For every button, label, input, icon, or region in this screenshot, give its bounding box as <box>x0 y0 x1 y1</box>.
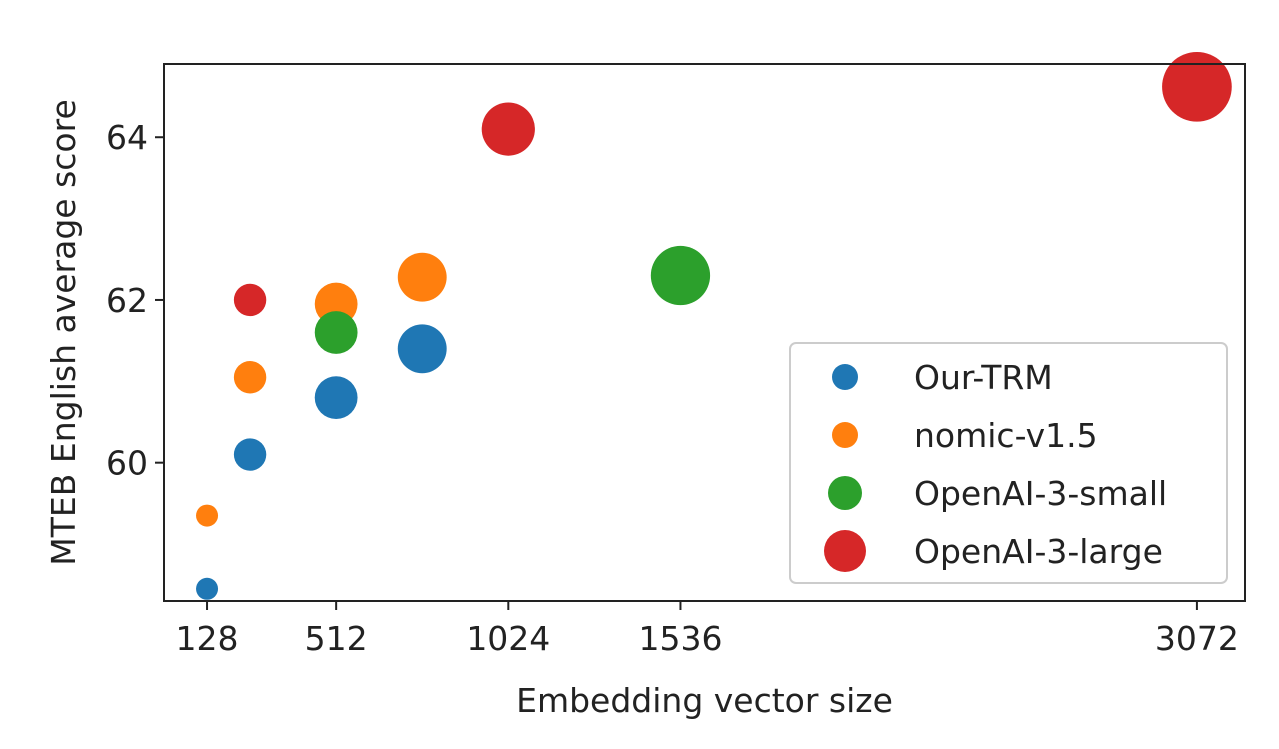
legend-label: Our-TRM <box>914 358 1053 397</box>
x-tick-label: 1024 <box>466 619 550 658</box>
legend-label: OpenAI-3-small <box>914 474 1167 513</box>
legend-marker <box>824 530 866 572</box>
legend-marker <box>832 422 858 448</box>
legend-marker <box>828 476 862 510</box>
data-point-openai-3-small <box>314 311 358 354</box>
data-point-nomic-v1-5 <box>397 252 447 302</box>
data-point-openai-3-small <box>650 245 711 306</box>
points-layer <box>196 51 1232 600</box>
data-point-nomic-v1-5 <box>196 504 219 527</box>
legend: Our-TRM nomic-v1.5 OpenAI-3-small OpenAI-3-… <box>789 342 1228 584</box>
plot-frame <box>163 63 1246 602</box>
data-point-our-trm <box>196 577 219 600</box>
legend-label: nomic-v1.5 <box>914 416 1098 455</box>
x-tick-label: 3072 <box>1155 619 1239 658</box>
data-point-our-trm <box>314 376 358 419</box>
data-point-openai-3-large <box>1162 51 1232 122</box>
data-point-openai-3-large <box>233 283 267 317</box>
ticks-layer: 128 512 1024 1536 3072 60 62 64 <box>106 118 1239 658</box>
legend-marker <box>832 364 858 390</box>
x-axis-label: Embedding vector size <box>516 681 893 720</box>
y-tick-label: 62 <box>106 281 148 320</box>
x-tick-label: 512 <box>305 619 368 658</box>
legend-label: OpenAI-3-large <box>914 532 1163 571</box>
data-point-our-trm <box>397 324 447 374</box>
x-tick-label: 128 <box>176 619 239 658</box>
y-tick-label: 60 <box>106 444 148 483</box>
y-axis-label: MTEB English average score <box>44 99 83 566</box>
data-point-our-trm <box>233 438 267 471</box>
y-tick-label: 64 <box>106 118 148 157</box>
data-point-openai-3-large <box>481 102 535 156</box>
legend-box <box>789 342 1228 584</box>
data-point-nomic-v1-5 <box>233 361 267 394</box>
x-tick-label: 1536 <box>638 619 722 658</box>
